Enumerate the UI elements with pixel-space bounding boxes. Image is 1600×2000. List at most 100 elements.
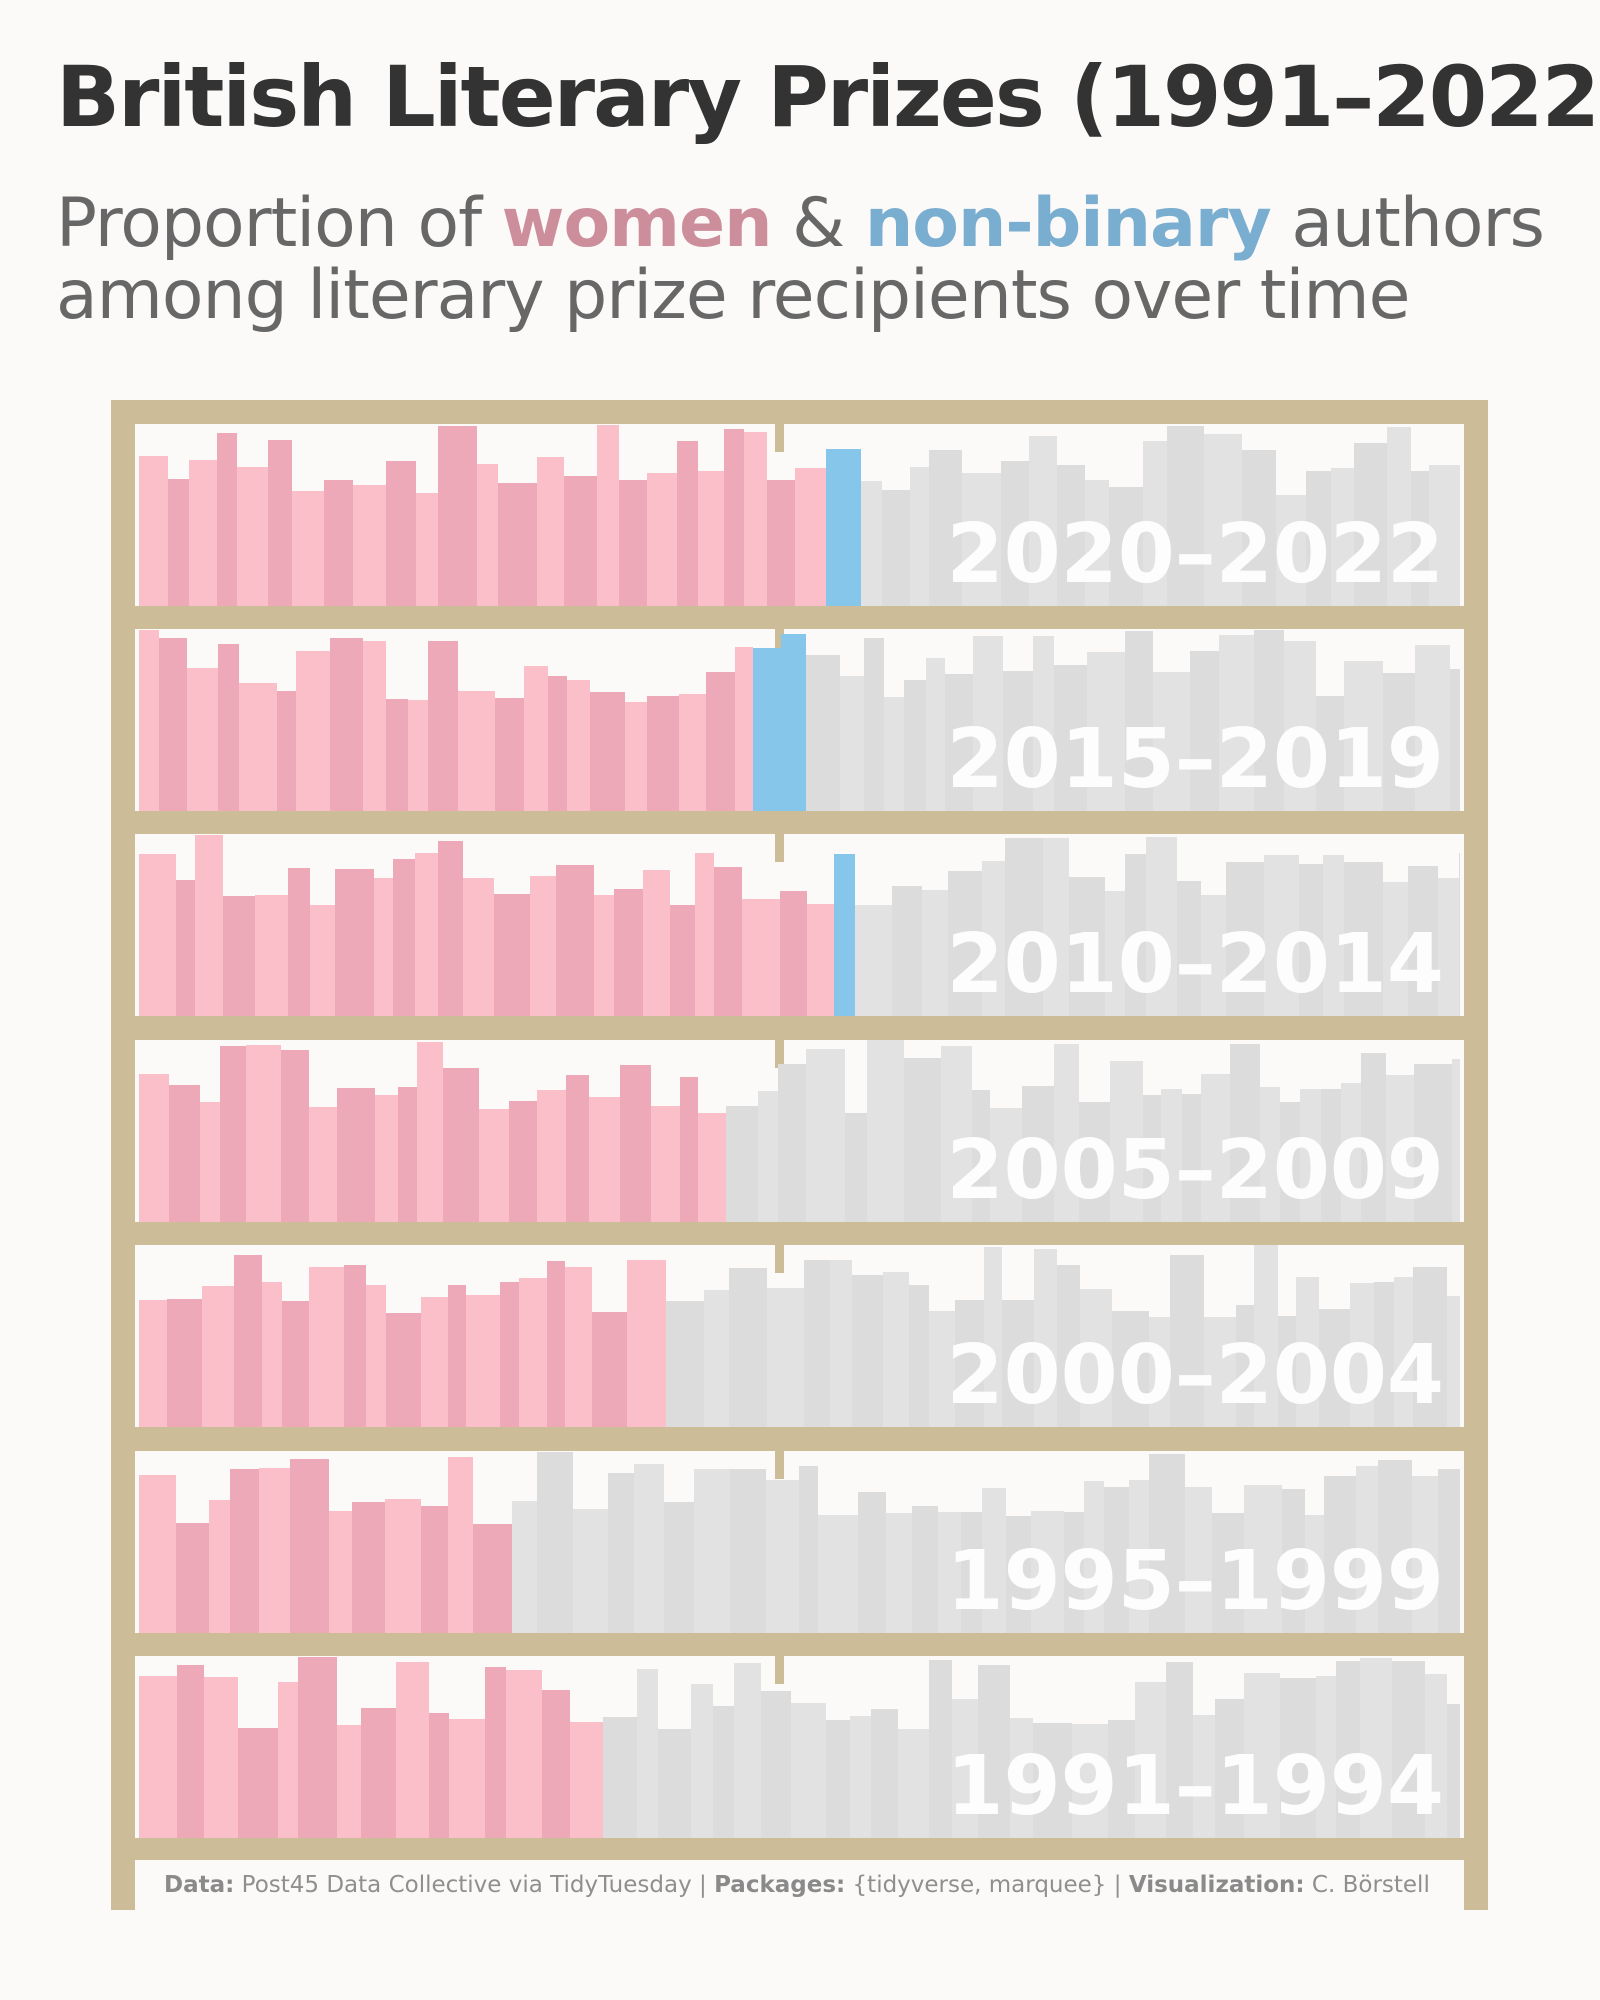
book-women <box>695 853 714 1016</box>
book-women <box>408 700 428 811</box>
book-women <box>463 878 494 1016</box>
book-women <box>139 1475 176 1633</box>
book-men <box>1414 1064 1452 1222</box>
book-men <box>1386 1075 1414 1222</box>
book-women <box>268 440 292 606</box>
shelf-divider <box>775 424 784 452</box>
shelf-row-2005–2009: 2005–2009 <box>135 1040 1464 1222</box>
book-women <box>246 1045 281 1222</box>
book-men <box>1085 480 1109 606</box>
book-women <box>620 1065 651 1222</box>
book-men <box>1354 443 1387 606</box>
book-women <box>647 473 677 606</box>
book-women <box>386 699 408 811</box>
book-men <box>1125 631 1153 811</box>
book-men <box>1331 468 1354 606</box>
book-men <box>1079 1102 1110 1222</box>
book-men <box>938 1512 961 1633</box>
book-men <box>1244 1673 1280 1838</box>
book-men <box>1260 1087 1280 1222</box>
shelf-row-2015–2019: 2015–2019 <box>135 629 1464 811</box>
book-men <box>658 1729 691 1838</box>
shelf-divider <box>775 834 784 862</box>
shelf-row-1991–1994: 1991–1994 <box>135 1656 1464 1838</box>
book-men <box>898 1729 929 1838</box>
book-men <box>766 1480 799 1633</box>
book-men <box>855 905 892 1016</box>
book-women <box>234 1255 262 1427</box>
book-women <box>335 869 374 1016</box>
book-men <box>734 1663 761 1838</box>
book-women <box>177 1665 204 1838</box>
book-women <box>337 1088 375 1222</box>
book-men <box>1010 1718 1033 1838</box>
book-women <box>780 891 807 1016</box>
book-men <box>1182 1094 1201 1222</box>
book-women <box>296 651 330 811</box>
book-women <box>795 468 826 606</box>
book-men <box>1161 1089 1182 1222</box>
book-women <box>195 835 223 1016</box>
book-women <box>698 1113 726 1222</box>
period-label: 2005–2009 <box>947 1123 1444 1218</box>
book-nonbinary <box>826 449 861 606</box>
book-men <box>1413 1267 1447 1427</box>
book-women <box>139 456 168 606</box>
book-men <box>973 636 1003 811</box>
book-women <box>627 1260 666 1427</box>
book-men <box>929 1660 952 1838</box>
book-women <box>592 1312 627 1427</box>
book-men <box>1242 450 1276 606</box>
book-men <box>952 1699 978 1838</box>
book-men <box>941 1046 972 1222</box>
book-men <box>666 1301 704 1427</box>
book-women <box>495 698 524 811</box>
period-label: 2020–2022 <box>947 507 1444 602</box>
book-women <box>237 467 268 606</box>
book-men <box>730 1469 766 1633</box>
book-men <box>1305 1515 1324 1633</box>
book-men <box>850 1716 871 1838</box>
book-men <box>840 676 864 811</box>
book-women <box>139 630 159 811</box>
book-men <box>1425 1674 1447 1838</box>
book-men <box>1125 854 1146 1016</box>
book-men <box>1244 1485 1282 1633</box>
book-men <box>1031 1511 1064 1633</box>
book-men <box>818 1515 858 1633</box>
book-women <box>458 691 495 811</box>
book-men <box>1361 1053 1386 1222</box>
book-women <box>337 1725 361 1838</box>
book-women <box>386 1313 421 1427</box>
book-nonbinary <box>781 634 806 811</box>
subtitle-amp: & <box>771 184 865 263</box>
book-women <box>218 644 239 811</box>
book-women <box>363 641 386 811</box>
book-women <box>169 1085 200 1222</box>
book-men <box>864 638 884 811</box>
book-men <box>1054 1044 1079 1222</box>
subtitle-prefix: Proportion of <box>56 184 502 263</box>
book-women <box>556 865 594 1016</box>
book-men <box>948 871 982 1016</box>
book-men <box>1356 1466 1378 1633</box>
book-men <box>1129 1480 1149 1633</box>
book-men <box>1112 1311 1149 1427</box>
book-men <box>1323 855 1344 1016</box>
caption-packages-label: Packages: <box>714 1872 846 1898</box>
book-men <box>1254 1245 1278 1427</box>
book-men <box>1360 1658 1392 1838</box>
book-men <box>1001 461 1029 606</box>
book-women <box>706 672 735 811</box>
shelf-row-2020–2022: 2020–2022 <box>135 424 1464 606</box>
book-men <box>1278 1316 1296 1427</box>
book-men <box>1254 630 1284 811</box>
book-women <box>282 1301 309 1427</box>
book-men <box>1034 1249 1057 1427</box>
book-women <box>537 1090 566 1222</box>
book-women <box>200 1102 220 1222</box>
book-women <box>217 433 237 606</box>
book-women <box>167 1299 202 1427</box>
book-men <box>1336 1661 1360 1838</box>
book-men <box>1006 1516 1031 1633</box>
